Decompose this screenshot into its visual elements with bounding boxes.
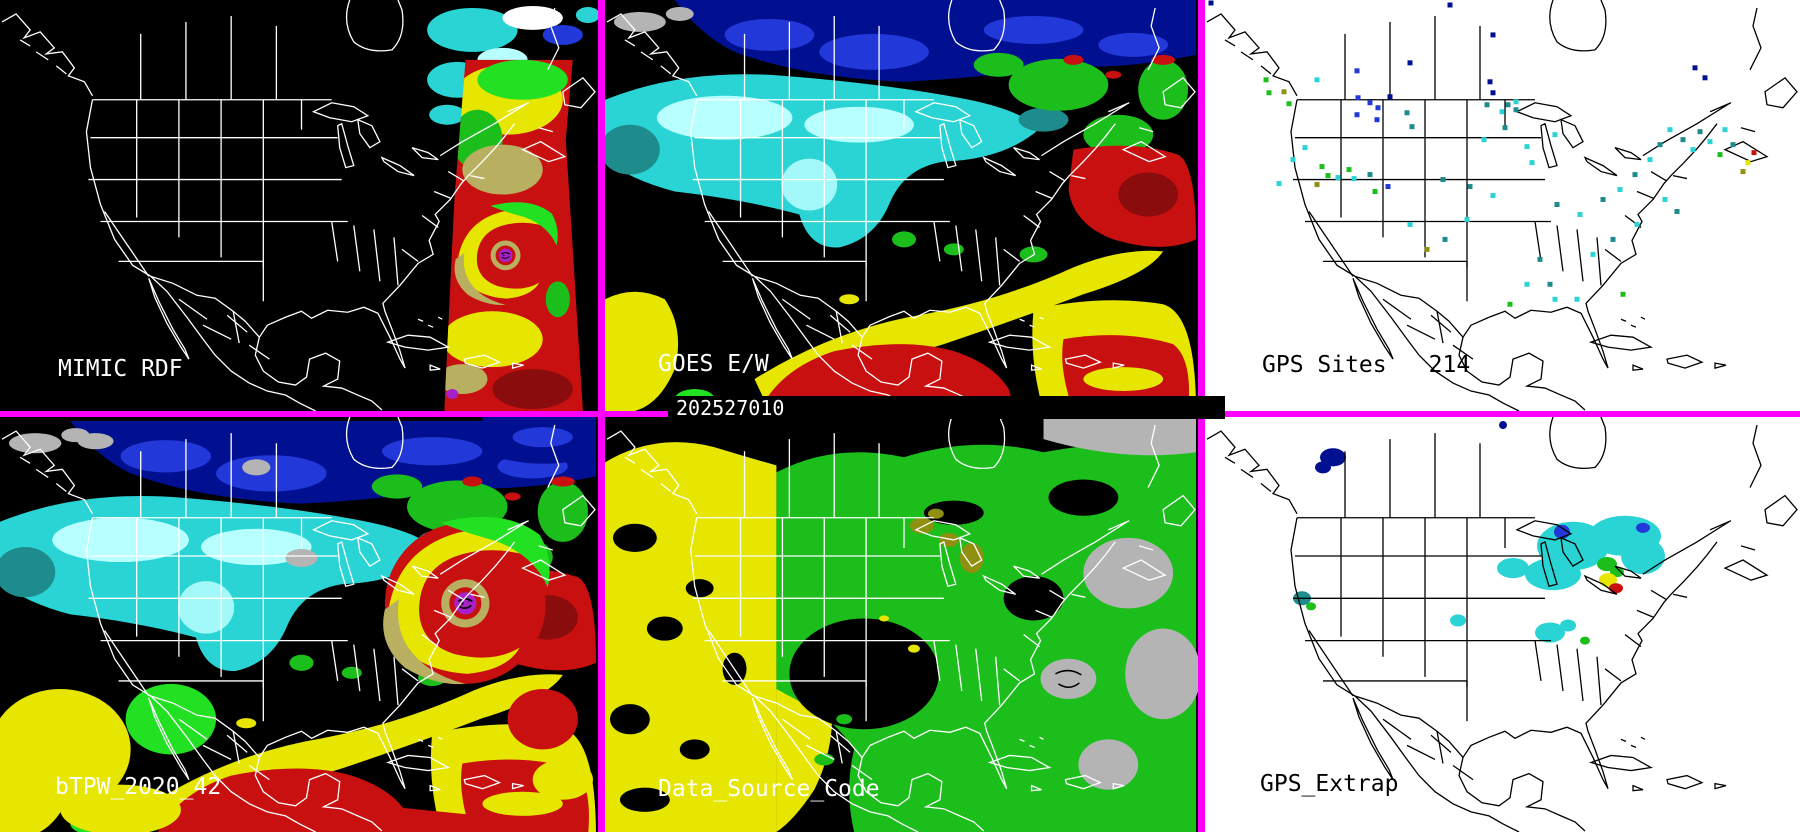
goes-west-coverage (605, 442, 777, 832)
gps-sites-label: GPS Sites 214 (1262, 352, 1471, 378)
mimic-rdf-label: MIMIC RDF (58, 356, 183, 382)
goes-ew-map-image (605, 0, 1198, 411)
btpw-panel: bTPW_2020_42 (0, 417, 598, 832)
timestamp: 202527010 (676, 396, 785, 420)
mimic-rdf-panel: MIMIC RDF (0, 0, 598, 411)
gps-sites-panel: GPS Sites 214 (1205, 0, 1800, 411)
goes-ew-panel: GOES E/W (605, 0, 1198, 411)
mimic-swath (444, 59, 583, 411)
gps-extrap-map-image (1205, 417, 1800, 832)
gps-extrap-label: GPS_Extrap (1260, 771, 1399, 797)
gps-site-markers (1208, 0, 1757, 307)
mimic-cyan-clouds (427, 5, 598, 125)
timestamp-bar: 202527010 (668, 396, 1225, 420)
btpw-label: bTPW_2020_42 (55, 774, 222, 800)
data-source-code-label: Data_Source_Code (658, 776, 880, 802)
gps-extrap-panel: GPS_Extrap (1205, 417, 1800, 832)
data-source-code-map-image (605, 417, 1198, 832)
gps-sites-count: 214 (1428, 352, 1471, 378)
goes-ew-label: GOES E/W (658, 351, 769, 377)
mimic-rdf-map-image (0, 0, 598, 411)
goes-east-coverage (776, 443, 1197, 832)
btpw-map-image (0, 417, 598, 832)
gps-sites-map-image (1205, 0, 1800, 411)
gps-extrap-data-blobs (1293, 421, 1665, 645)
data-source-code-panel: Data_Source_Code (605, 417, 1198, 832)
